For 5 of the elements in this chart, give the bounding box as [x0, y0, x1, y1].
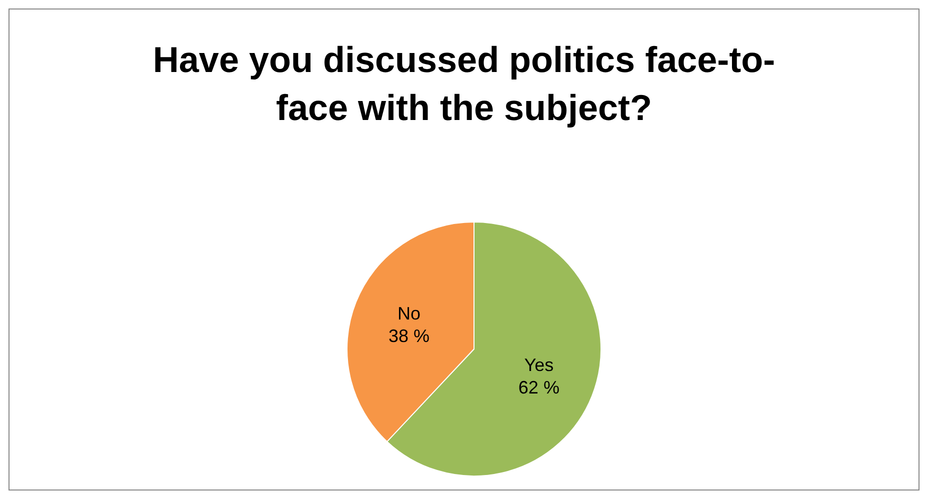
slice-label: Yes — [524, 355, 554, 376]
slice-label: No — [398, 304, 421, 324]
data-label: 38 % — [388, 326, 430, 346]
data-label: 62 % — [518, 378, 560, 398]
chart-title: Have you discussed politics face-to-face with the subject? — [152, 39, 776, 128]
